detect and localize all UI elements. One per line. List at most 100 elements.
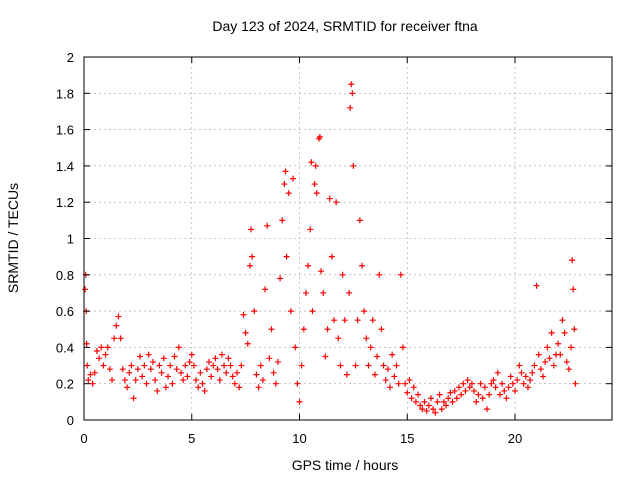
data-point [455, 384, 462, 391]
data-point [137, 353, 144, 360]
x-tick-label: 15 [400, 431, 414, 446]
y-tick-label: 1 [67, 232, 74, 247]
data-point [84, 362, 91, 369]
y-tick-label: 1.6 [56, 123, 74, 138]
data-point [165, 373, 172, 380]
data-point [412, 398, 419, 405]
data-point [417, 402, 424, 409]
data-point [111, 335, 118, 342]
data-point [335, 335, 342, 342]
data-point [259, 377, 266, 384]
data-point [203, 366, 210, 373]
data-point [544, 344, 551, 351]
data-point [93, 348, 100, 355]
data-point [212, 355, 219, 362]
data-point [546, 355, 553, 362]
data-point [132, 377, 139, 384]
data-point [376, 271, 383, 278]
data-point [359, 262, 366, 269]
data-point [210, 362, 217, 369]
data-point [326, 195, 333, 202]
data-point [287, 308, 294, 315]
data-point [308, 159, 315, 166]
data-point [484, 406, 491, 413]
data-point [570, 286, 577, 293]
x-tick-labels: 0 5 10 15 20 [80, 431, 522, 446]
data-point [225, 355, 232, 362]
data-point [201, 387, 208, 394]
data-point [190, 362, 197, 369]
data-point [100, 362, 107, 369]
data-point [520, 380, 527, 387]
data-point [479, 395, 486, 402]
data-point [393, 362, 400, 369]
data-point [571, 326, 578, 333]
y-tick-label: 1.8 [56, 86, 74, 101]
data-point [277, 275, 284, 282]
data-point [561, 329, 568, 336]
data-point [238, 362, 245, 369]
data-point [434, 398, 441, 405]
data-point [188, 351, 195, 358]
data-point [337, 362, 344, 369]
data-point [282, 168, 289, 175]
data-point [208, 373, 215, 380]
data-point [505, 384, 512, 391]
data-point [415, 391, 422, 398]
data-point [229, 373, 236, 380]
y-axis-label: SRMTID / TECUs [5, 183, 21, 293]
data-point [339, 271, 346, 278]
data-point [365, 362, 372, 369]
data-point [466, 384, 473, 391]
data-point [253, 371, 260, 378]
data-point [333, 199, 340, 206]
data-point [346, 289, 353, 296]
y-tick-label: 1.4 [56, 159, 74, 174]
data-point [313, 190, 320, 197]
data-point [348, 81, 355, 88]
data-point [82, 286, 89, 293]
y-tick-labels: 0 0.2 0.4 0.6 0.8 1 1.2 1.4 1.6 1.8 2 [56, 50, 74, 428]
data-point [322, 353, 329, 360]
chart-title: Day 123 of 2024, SRMTID for receiver ftn… [212, 18, 478, 34]
data-point [419, 406, 426, 413]
data-point [350, 162, 357, 169]
data-point [349, 90, 356, 97]
data-point [262, 286, 269, 293]
data-point [177, 369, 184, 376]
data-point [89, 380, 96, 387]
data-point [139, 373, 146, 380]
data-point [535, 351, 542, 358]
data-point [436, 391, 443, 398]
axis-ticks [83, 56, 612, 421]
data-point [522, 373, 529, 380]
data-point [460, 380, 467, 387]
data-point [399, 344, 406, 351]
y-tick-label: 0.2 [56, 377, 74, 392]
data-point [130, 395, 137, 402]
data-point [516, 362, 523, 369]
data-point [145, 351, 152, 358]
data-point [182, 362, 189, 369]
data-point [236, 384, 243, 391]
data-point [87, 371, 94, 378]
data-point [85, 377, 92, 384]
data-point [292, 344, 299, 351]
data-point [496, 391, 503, 398]
data-point [184, 373, 191, 380]
data-point [568, 344, 575, 351]
data-point [149, 358, 156, 365]
data-point [371, 371, 378, 378]
data-point [380, 362, 387, 369]
data-point [152, 377, 159, 384]
data-point [389, 351, 396, 358]
data-point [216, 377, 223, 384]
data-point [117, 335, 124, 342]
data-point [425, 402, 432, 409]
data-point [369, 317, 376, 324]
data-point [410, 384, 417, 391]
data-point [205, 358, 212, 365]
grid-lines [84, 57, 612, 420]
data-point [462, 387, 469, 394]
data-point [447, 389, 454, 396]
